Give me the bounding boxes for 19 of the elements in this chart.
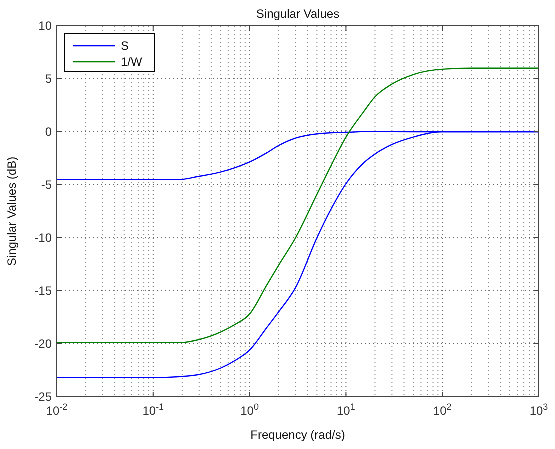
x-tick-label: 10$^{1}$	[337, 402, 356, 418]
y-tick-label: -10	[34, 231, 52, 245]
x-tick-label: 10$^{0}$	[240, 402, 259, 418]
x-tick-label: 10$^{2}$	[433, 402, 452, 418]
x-tick-label: 10$^{-1}$	[142, 402, 164, 418]
y-tick-label: -20	[34, 337, 52, 351]
y-tick-label: -5	[41, 178, 52, 192]
legend-label: S	[121, 39, 130, 53]
y-tick-label: -15	[34, 284, 52, 298]
x-tick-label: 10$^{3}$	[530, 402, 548, 418]
y-tick-label: 0	[45, 125, 52, 139]
y-tick-label: -25	[34, 390, 52, 404]
chart-title: Singular Values	[256, 7, 340, 21]
x-tick-label: 10$^{-2}$	[46, 402, 68, 418]
y-axis-title: Singular Values (dB)	[5, 156, 19, 266]
y-tick-label: 5	[45, 72, 52, 86]
x-axis-title: Frequency (rad/s)	[250, 428, 346, 442]
legend-label: 1/W	[121, 55, 144, 69]
y-tick-label: 10	[38, 19, 52, 33]
